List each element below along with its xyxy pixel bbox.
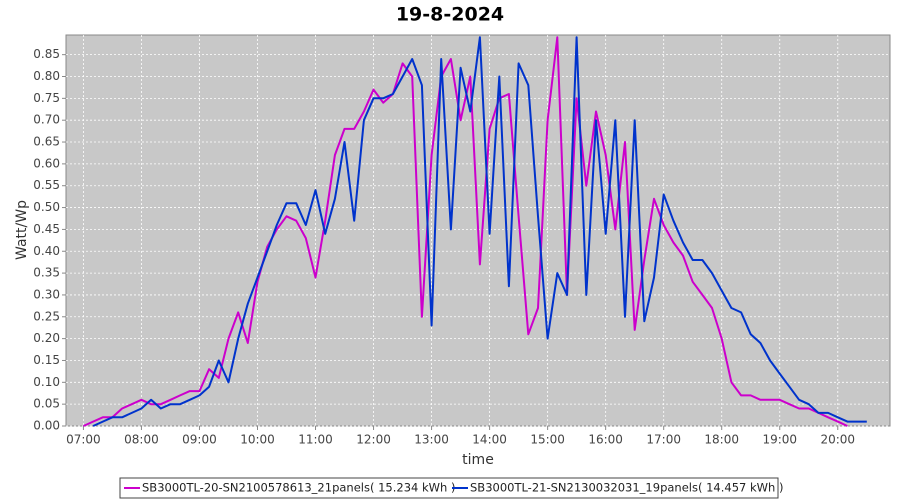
x-axis-label: time [462,452,494,468]
y-tick-label: 0.05 [33,397,60,411]
y-axis-label: Watt/Wp [14,200,30,260]
y-tick-label: 0.40 [33,244,60,258]
y-tick-label: 0.80 [33,69,60,83]
legend-label: SB3000TL-21-SN2130032031_19panels( 14.45… [470,481,783,495]
x-tick-label: 09:00 [182,433,217,447]
y-tick-label: 0.85 [33,47,60,61]
x-tick-label: 19:00 [762,433,797,447]
x-tick-label: 15:00 [530,433,565,447]
legend-label: SB3000TL-20-SN2100578613_21panels( 15.23… [142,481,455,495]
x-tick-label: 13:00 [414,433,449,447]
legend-box [119,477,779,499]
x-tick-label: 14:00 [472,433,507,447]
y-tick-label: 0.50 [33,200,60,214]
y-tick-label: 0.30 [33,287,60,301]
x-tick-label: 10:00 [240,433,275,447]
x-tick-label: 08:00 [124,433,159,447]
x-tick-label: 17:00 [646,433,681,447]
y-tick-label: 0.15 [33,353,60,367]
x-tick-label: 12:00 [356,433,391,447]
x-tick-label: 18:00 [704,433,739,447]
x-tick-label: 20:00 [820,433,855,447]
y-tick-label: 0.20 [33,331,60,345]
y-tick-label: 0.25 [33,309,60,323]
y-tick-label: 0.65 [33,135,60,149]
series-line [92,36,867,427]
y-tick-label: 0.75 [33,91,60,105]
y-tick-label: 0.35 [33,266,60,280]
x-tick-label: 11:00 [298,433,333,447]
series-line [82,36,848,427]
y-tick-label: 0.60 [33,156,60,170]
y-tick-label: 0.00 [33,419,60,433]
chart-title: 19-8-2024 [396,4,504,26]
y-tick-label: 0.10 [33,375,60,389]
y-tick-label: 0.70 [33,113,60,127]
y-tick-label: 0.45 [33,222,60,236]
x-tick-label: 16:00 [588,433,623,447]
x-tick-label: 07:00 [66,433,101,447]
y-tick-label: 0.55 [33,178,60,192]
